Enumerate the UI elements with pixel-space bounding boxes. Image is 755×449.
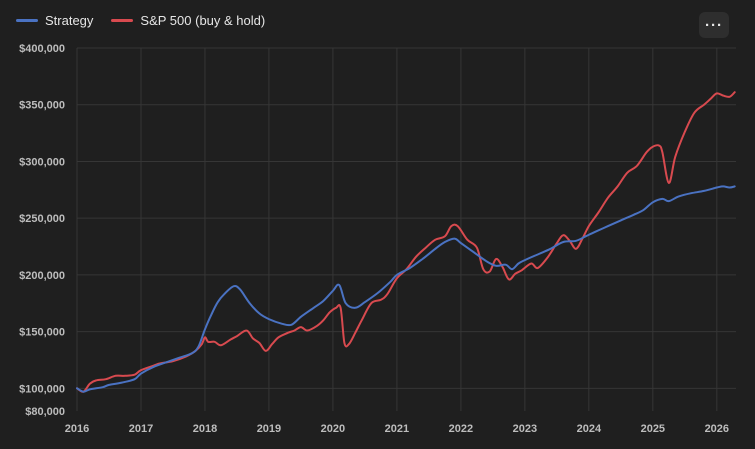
series-line-strategy [76, 185, 736, 393]
x-tick-label: 2019 [257, 423, 281, 435]
x-tick-label: 2025 [641, 423, 665, 435]
legend-label-strategy: Strategy [45, 12, 94, 28]
x-tick-label: 2020 [321, 423, 345, 435]
ellipsis-icon: ··· [705, 16, 723, 34]
x-axis-ticks: 2016 2017 2018 2019 2020 2021 2022 2023 2024 2025… [65, 423, 729, 435]
x-tick-label: 2016 [65, 423, 89, 435]
y-tick-label: $400,000 [19, 43, 65, 55]
x-tick-label: 2022 [449, 423, 473, 435]
more-options-button[interactable]: ··· [699, 12, 729, 38]
x-tick-label: 2026 [705, 423, 729, 435]
y-tick-label: $80,000 [25, 406, 65, 418]
x-tick-label: 2017 [129, 423, 153, 435]
y-axis-ticks: $80,000 $100,000 $150,000 $200,000 $250,000 $… [19, 43, 65, 418]
y-tick-label: $100,000 [19, 383, 65, 395]
legend-swatch-strategy [16, 18, 38, 22]
y-tick-label: $300,000 [19, 156, 65, 168]
chart-legend: Strategy S&P 500 (buy & hold) [16, 10, 265, 30]
y-tick-label: $250,000 [19, 213, 65, 225]
chart-series [76, 91, 736, 393]
y-tick-label: $350,000 [19, 100, 65, 112]
legend-item-strategy[interactable]: Strategy [16, 13, 93, 28]
x-tick-label: 2023 [513, 423, 537, 435]
chart-grid [76, 47, 736, 411]
y-tick-label: $150,000 [19, 327, 65, 339]
x-tick-label: 2021 [385, 423, 409, 435]
legend-swatch-sp500 [111, 18, 134, 22]
x-tick-label: 2018 [193, 423, 217, 435]
x-tick-label: 2024 [577, 423, 602, 435]
legend-label-sp500: S&P 500 (buy & hold) [140, 12, 266, 28]
series-line-sp500 [76, 91, 736, 393]
y-tick-label: $200,000 [19, 270, 65, 282]
legend-item-sp500[interactable]: S&P 500 (buy & hold) [111, 13, 265, 28]
